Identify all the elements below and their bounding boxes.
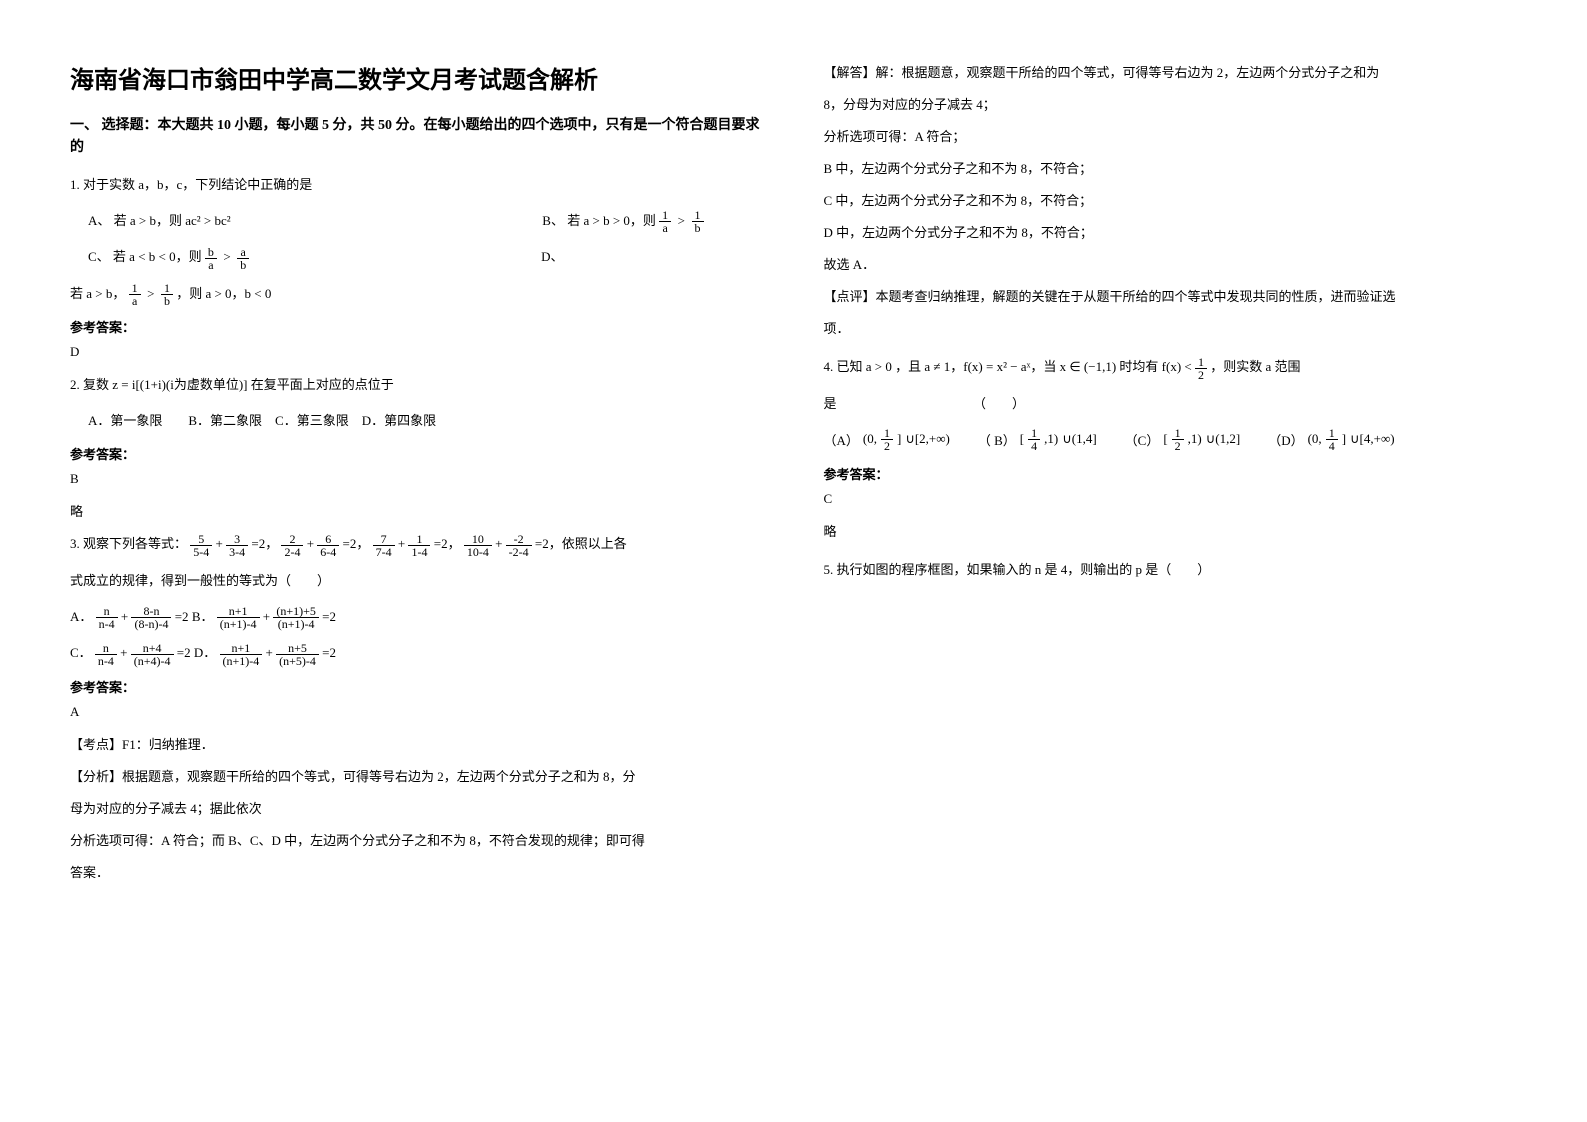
solve1: 【解答】解：根据题意，观察题干所给的四个等式，可得等号右边为 2，左边两个分式分… [824,60,1518,86]
right-column: 【解答】解：根据题意，观察题干所给的四个等式，可得等号右边为 2，左边两个分式分… [794,60,1538,1082]
q1-stem: 1. 对于实数 a，b，c，下列结论中正确的是 [70,172,764,198]
q4-summary: 略 [824,519,1518,545]
q3-point: 【考点】F1：归纳推理． [70,732,764,758]
q3-analysis4: 答案． [70,860,764,886]
frac-6: 66-4 [317,533,339,558]
main-title: 海南省海口市翁田中学高二数学文月考试题含解析 [70,60,764,95]
q4-stem: 4. 已知 a > 0 ，且 a ≠ 1，f(x) = x² − aˣ，当 x … [824,354,1518,381]
frac-n: nn-4 [96,605,118,630]
q4-answer: C [824,491,1518,507]
frac-b-a: ba [205,246,217,271]
q3-stem: 3. 观察下列各等式： 55-4 + 33-4 =2， 22-4 + 66-4 … [70,531,764,558]
q3-analysis3: 分析选项可得：A 符合；而 B、C、D 中，左边两个分式分子之和不为 8，不符合… [70,828,764,854]
left-column: 海南省海口市翁田中学高二数学文月考试题含解析 一、 选择题：本大题共 10 小题… [50,60,794,1082]
frac-8n: 8-n(8-n)-4 [131,605,171,630]
q4-answer-label: 参考答案： [824,464,1518,483]
q4-choice-c: （C） [12,1) ∪(1,2] [1125,427,1241,452]
q2-choices: A．第一象限 B．第二象限 C．第三象限 D．第四象限 [70,408,764,434]
frac-halfC: 12 [1172,427,1184,452]
option-b-label: B、 [542,213,564,228]
frac-np1: n+1(n+1)-4 [217,605,260,630]
frac-1-a: 1a [659,209,671,234]
frac-7: 77-4 [373,533,395,558]
frac-1-b2: 1b [161,282,173,307]
q3-answer-label: 参考答案： [70,677,764,696]
option-c-label: C、 [88,249,110,264]
frac-np5: n+5(n+5)-4 [276,642,319,667]
solve7: 故选 A． [824,252,1518,278]
q1-option-d-label: D、 [541,244,763,271]
q2-answer-label: 参考答案： [70,444,764,463]
section-heading: 一、 选择题：本大题共 10 小题，每小题 5 分，共 50 分。在每小题给出的… [70,115,764,160]
frac-quarterB: 14 [1028,427,1040,452]
q3-answer: A [70,704,764,720]
solve3: 分析选项可得：A 符合； [824,124,1518,150]
solve4: B 中，左边两个分式分子之和不为 8，不符合； [824,156,1518,182]
q4-choice-b: （ B） [14,1) ∪(1,4] [978,427,1097,452]
q4-stem2: 是 （ ） [824,391,1518,417]
q4-choices: （A） (0,12] ∪[2,+∞) （ B） [14,1) ∪(1,4] （C… [824,427,1518,452]
q3-analysis1: 【分析】根据题意，观察题干所给的四个等式，可得等号右边为 2，左边两个分式分子之… [70,764,764,790]
comment1: 【点评】本题考查归纳推理，解题的关键在于从题干所给的四个等式中发现共同的性质，进… [824,284,1518,310]
solve6: D 中，左边两个分式分子之和不为 8，不符合； [824,220,1518,246]
q3-options-cd: C． nn-4 + n+4(n+4)-4 =2 D． n+1(n+1)-4 + … [70,640,764,667]
frac-halfA: 12 [881,427,893,452]
q1-option-a: A、 若 a > b，则 ac² > bc² [70,208,231,235]
q5-stem: 5. 执行如图的程序框图，如果输入的 n 是 4，则输出的 p 是（ ） [824,557,1518,583]
q1-option-b: B、 若 a > b > 0，则 1a > 1b [542,208,763,235]
frac-np1d: n+1(n+1)-4 [220,642,263,667]
frac-5: 55-4 [190,533,212,558]
q4-choice-d: （D） (0,14] ∪[4,+∞) [1268,427,1394,452]
q2-answer: B [70,471,764,487]
q1-answer: D [70,344,764,360]
solve2: 8，分母为对应的分子减去 4； [824,92,1518,118]
frac-1: 11-4 [408,533,430,558]
q1-option-d-full: 若 a > b， 1a > 1b ，则 a > 0，b < 0 [70,281,764,308]
frac-3: 33-4 [226,533,248,558]
comment2: 项． [824,316,1518,342]
frac-half: 12 [1195,356,1207,381]
q4-choice-a: （A） (0,12] ∪[2,+∞) [824,427,950,452]
option-c-text-pre: 若 a < b < 0，则 [113,249,205,264]
q1-answer-label: 参考答案： [70,317,764,336]
frac-1-b: 1b [692,209,704,234]
q2-summary: 略 [70,499,764,525]
option-a-label: A、 [88,213,110,228]
q1-option-c: C、 若 a < b < 0，则 ba > ab [70,244,249,271]
q2-stem: 2. 复数 z = i[(1+i)(i为虚数单位)] 在复平面上对应的点位于 [70,372,764,398]
frac-2: 22-4 [281,533,303,558]
frac-10: 1010-4 [464,533,492,558]
frac-a-b: ab [237,246,249,271]
frac-np4: n+4(n+4)-4 [131,642,174,667]
frac-np1p5: (n+1)+5(n+1)-4 [273,605,319,630]
q3-stem2: 式成立的规律，得到一般性的等式为（ ） [70,568,764,594]
q1-row-cd: C、 若 a < b < 0，则 ba > ab D、 [70,244,764,271]
frac-nc: nn-4 [95,642,117,667]
frac-quarterD: 14 [1326,427,1338,452]
option-a-text: 若 a > b，则 ac² > bc² [114,213,231,228]
frac-neg2: -2-2-4 [506,533,532,558]
q1-row-ab: A、 若 a > b，则 ac² > bc² B、 若 a > b > 0，则 … [70,208,764,235]
q3-analysis2: 母为对应的分子减去 4；据此依次 [70,796,764,822]
q3-options-ab: A． nn-4 + 8-n(8-n)-4 =2 B． n+1(n+1)-4 + … [70,604,764,631]
option-b-text-pre: 若 a > b > 0，则 [567,213,659,228]
frac-1-a2: 1a [129,282,141,307]
solve5: C 中，左边两个分式分子之和不为 8，不符合； [824,188,1518,214]
